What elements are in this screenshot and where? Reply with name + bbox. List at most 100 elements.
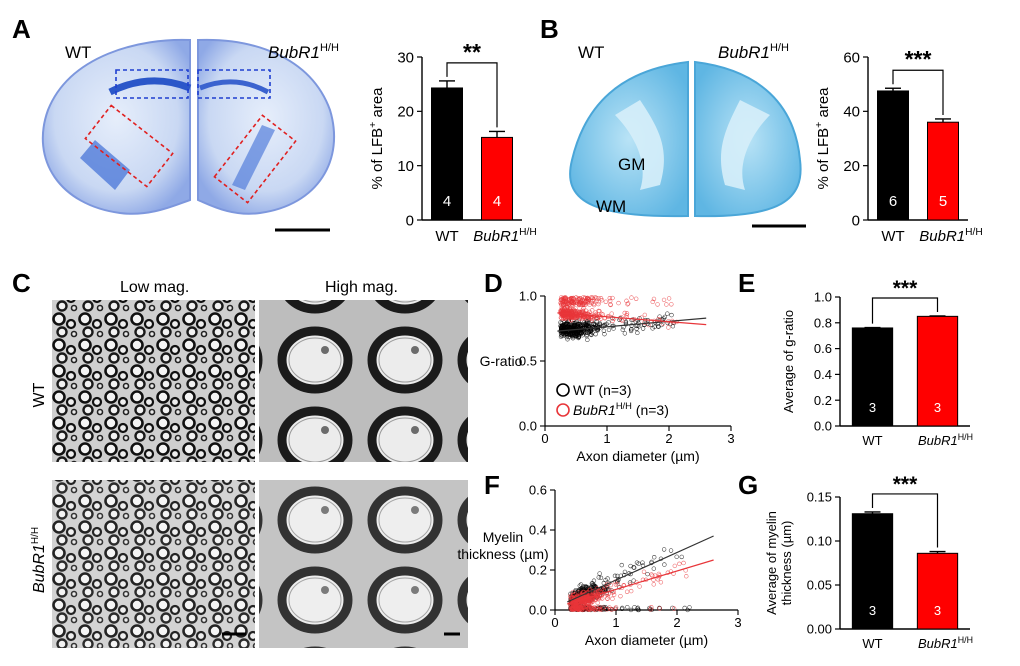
scatter-point: [642, 312, 647, 318]
scatter-point: [597, 322, 602, 327]
scatter-point: [649, 605, 654, 610]
x-axis-label: Axon diameter (µm): [576, 448, 699, 464]
scatter-point: [648, 607, 653, 612]
scatter-point: [571, 606, 576, 611]
scatter-point: [596, 575, 601, 580]
roi-box-blue-wt: [115, 69, 189, 99]
scatter-point: [615, 581, 620, 587]
y-axis-label: % of LFB+ area: [367, 87, 386, 190]
scatter-point: [619, 314, 624, 320]
scatter-point: [582, 604, 588, 610]
scatter-point: [589, 318, 595, 323]
scatter-point: [666, 325, 671, 330]
scatter-point: [570, 589, 576, 595]
y-tick-label: 0: [406, 212, 414, 229]
scatter-point: [585, 601, 590, 607]
scatter-point: [620, 327, 625, 332]
scatter-point: [669, 302, 674, 307]
scatter-point: [563, 321, 569, 327]
scatter-point: [606, 327, 612, 333]
scatter-point: [681, 560, 686, 566]
scatter-point: [605, 594, 611, 599]
panel-d: D 0 1 2 3 0.0 0.5 1.0 Axon diameter (µm) G-ratio…: [480, 268, 735, 464]
scatter-point: [575, 605, 581, 610]
scatter-point: [580, 298, 585, 303]
scatter-point: [631, 578, 636, 583]
scatter-point: [580, 316, 585, 322]
scatter-point: [588, 329, 593, 335]
striatum-wt: [80, 140, 130, 190]
scatter-point: [576, 325, 582, 331]
scatter-point: [577, 324, 582, 329]
spinal-cord-wt-half: [569, 60, 689, 218]
scatter-point: [574, 313, 579, 318]
y-tick-label: 0.0: [529, 603, 547, 618]
scatter-point: [591, 583, 597, 588]
scatter-point: [598, 575, 604, 580]
bar-chart-e: 0.0 0.2 0.4 0.6 0.8 1.0 3 WT 3 BubR1H/H *** Average…: [781, 277, 973, 448]
scatter-point: [581, 309, 586, 314]
y-tick-label: 1.0: [814, 290, 832, 305]
em-image-mut-low: [52, 480, 255, 648]
sample-size-label: 3: [869, 603, 876, 618]
em-image-wt-high: [259, 300, 468, 462]
scatter-point: [651, 582, 656, 587]
em-image-mut-high: [259, 480, 468, 648]
roi-box-red-mut: [213, 114, 297, 204]
y-axis-label: G-ratio: [480, 353, 523, 369]
scatter-point: [636, 320, 641, 326]
y-tick-label: 0.15: [807, 490, 832, 505]
sample-size-label: 3: [934, 400, 941, 415]
scatter-point: [585, 311, 590, 317]
y-tick-label: 0.4: [529, 523, 547, 538]
col-label-high-mag: High mag.: [325, 279, 398, 296]
x-tick-label: 2: [665, 431, 672, 446]
panel-f: F 0 1 2 3 0.0 0.2 0.4 0.6 Axon diameter (µm) Myel…: [457, 470, 741, 648]
scatter-point: [594, 318, 599, 324]
scatter-point: [625, 301, 631, 306]
scatter-point: [671, 606, 677, 611]
scatter-point: [582, 295, 587, 300]
x-category-label: BubR1H/H: [918, 432, 973, 448]
scatter-point: [581, 329, 587, 334]
scatter-point: [651, 566, 656, 571]
y-tick-label: 60: [843, 49, 860, 66]
scatter-point: [635, 605, 641, 610]
scatter-point: [612, 606, 618, 611]
scatter-point: [625, 302, 630, 307]
scatter-point: [662, 314, 668, 320]
scatter-point: [577, 321, 582, 327]
roi-box-blue-mut: [197, 69, 271, 99]
significance-stars: ***: [905, 46, 932, 72]
scatter-point: [576, 590, 581, 595]
scatter-point: [628, 328, 634, 334]
scatter-point: [620, 605, 625, 611]
significance-bracket: [446, 62, 498, 128]
scatter-point: [666, 296, 672, 301]
scatter-point: [587, 302, 592, 307]
y-tick-label: 0.2: [814, 393, 832, 408]
y-axis-label: Myelin thickness (µm): [457, 529, 548, 562]
scatter-point: [628, 607, 634, 613]
y-tick-label: 0.05: [807, 578, 832, 593]
panel-letter-c: C: [12, 268, 31, 298]
scatter-point: [679, 554, 684, 560]
label-white-matter: WM: [596, 197, 626, 216]
y-tick-label: 0.0: [814, 419, 832, 434]
trend-line: [566, 535, 714, 603]
col-label-low-mag: Low mag.: [120, 279, 189, 296]
scatter-point: [629, 295, 634, 300]
y-tick-label: 0.2: [529, 563, 547, 578]
legend-label: WT (n=3): [573, 382, 631, 398]
scatter-point: [682, 605, 687, 611]
scatter-point: [610, 315, 615, 321]
panel-c: C Low mag. High mag. WT BubR1H/H: [12, 268, 468, 648]
y-tick-label: 20: [843, 158, 860, 175]
scatter-point: [664, 302, 669, 307]
scatter-point: [622, 569, 628, 575]
scatter-point: [591, 578, 597, 583]
panel-letter-g: G: [738, 470, 758, 500]
scatter-point: [650, 326, 655, 331]
gray-matter-wt: [615, 100, 664, 190]
sample-size-label: 5: [939, 193, 947, 210]
